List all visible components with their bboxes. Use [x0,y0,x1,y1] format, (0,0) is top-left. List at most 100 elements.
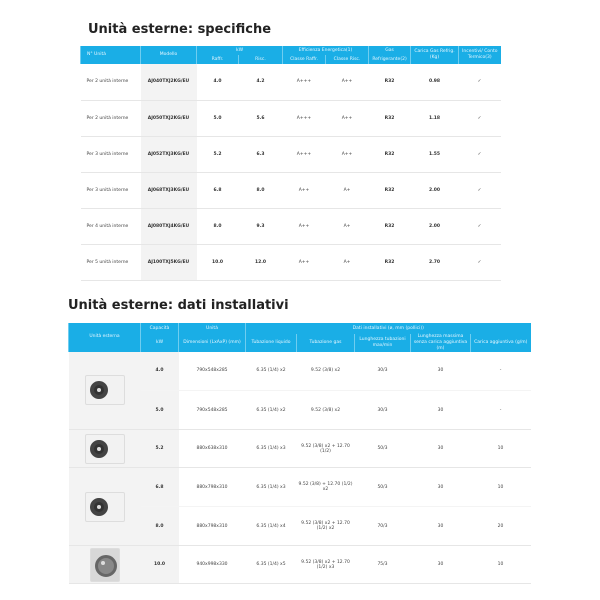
unit-image-cell [68,545,141,585]
incentive-check-cell: ✓ [458,136,501,173]
outdoor-unit-image [84,375,125,406]
gas-cell: R32 [368,172,411,209]
model-cell: AJ068TXJ3KG/EU [140,172,197,209]
heat-kw-cell: 4.2 [238,64,283,101]
unit-image-cell [68,467,141,547]
table-row: 10.0 940x998x330 6.35 (1/4) x5 9.52 (3/8) x… [68,545,531,585]
gas-line-cell: 9.52 (3/8) x2 [296,351,355,392]
model-cell: AJ080TXJ4KG/EU [140,208,197,245]
cool-kw-cell: 6.8 [196,172,239,209]
length-cell: 30/3 [354,351,411,392]
heat-class-cell: A++ [325,100,369,137]
gas-line-cell: 9.52 (3/8) x2 + 12.70 (1/2) x2 [296,506,355,547]
header-cool-class: Classe Raffr. [282,55,326,64]
units-cell: Per 4 unità interne [80,208,141,245]
extra-charge-cell: - [470,351,531,392]
cool-class-cell: A++ [282,208,326,245]
maxlen-cell: 30 [410,506,471,547]
maxlen-cell: 30 [410,429,471,469]
header-kw: kW [196,46,283,55]
cool-class-cell: A+++ [282,64,326,101]
gas-line-cell: 9.52 (3/8) x2 + 12.70 (1/2) x3 [296,545,355,585]
model-cell: AJ050TXJ2KG/EU [140,100,197,137]
capacity-cell: 6.8 [140,467,179,508]
length-cell: 30/3 [354,390,411,431]
extra-charge-cell: 10 [470,429,531,469]
header-liquid: Tubazione liquido [245,334,297,352]
incentive-check-cell: ✓ [458,64,501,101]
heat-class-cell: A++ [325,64,369,101]
heat-class-cell: A++ [325,136,369,173]
gas-line-cell: 9.52 (3/8) x2 [296,390,355,431]
install-table: Unità esterna Capacità Unità Dati instal… [68,323,531,585]
units-cell: Per 2 unità interne [80,100,141,137]
maxlen-cell: 30 [410,390,471,431]
cool-kw-cell: 5.2 [196,136,239,173]
gas-line-cell: 9.52 (3/8) x2 + 12.70 (1/2) [296,429,355,469]
heat-class-cell: A+ [325,244,369,281]
charge-cell: 1.55 [410,136,459,173]
charge-cell: 2.70 [410,244,459,281]
units-cell: Per 5 unità interne [80,244,141,281]
incentive-check-cell: ✓ [458,244,501,281]
header-heat: Risc. [238,55,283,64]
incentive-check-cell: ✓ [458,208,501,245]
header-unita: Unità [178,323,246,334]
model-cell: AJ040TXJ2KG/EU [140,64,197,101]
header-gasline: Tubazione gas [296,334,355,352]
header-unit: Unità esterna [68,323,141,352]
gas-line-cell: 9.52 (3/8) + 12.70 (1/2) x2 [296,467,355,508]
table-row: Per 4 unità interne AJ080TXJ4KG/EU 8.0 9.3 A… [80,208,501,245]
incentive-check-cell: ✓ [458,172,501,209]
extra-charge-cell: 10 [470,545,531,585]
table-row: Per 5 unità interne AJ100TXJ5KG/EU 10.0 12.… [80,244,501,281]
header-capacity: Capacità [140,323,179,334]
header-kw: kW [140,334,179,352]
extra-charge-cell: 20 [470,506,531,547]
dims-cell: 790x548x285 [178,390,246,431]
cool-class-cell: A++ [282,172,326,209]
header-model: Modello [140,46,197,64]
header-dims: Dimensioni (LxAxP) (mm) [178,334,246,352]
heat-kw-cell: 9.3 [238,208,283,245]
header-efficiency: Efficienza Energetica(1) [281,46,369,55]
header-cool: Raffr. [196,55,239,64]
header-units: N° Unità [80,46,141,64]
gas-cell: R32 [368,136,411,173]
table-row: Per 3 unità interne AJ052TXJ3KG/EU 5.2 6.3 A… [80,136,501,173]
liquid-cell: 6.35 (1/4) x2 [245,351,297,392]
cool-kw-cell: 10.0 [196,244,239,281]
maxlen-cell: 30 [410,351,471,392]
units-cell: Per 2 unità interne [80,64,141,101]
length-cell: 75/3 [354,545,411,585]
cool-class-cell: A++ [282,244,326,281]
cool-kw-cell: 5.0 [196,100,239,137]
table-row: Per 2 unità interne AJ040TXJ2KG/EU 4.0 4.2 A… [80,64,501,101]
table-row: 4.0 790x548x285 6.35 (1/4) x2 9.52 (3/8) x2… [68,351,531,431]
incentive-check-cell: ✓ [458,100,501,137]
units-cell: Per 3 unità interne [80,172,141,209]
heat-class-cell: A+ [325,172,369,209]
table-row: 5.2 880x638x310 6.35 (1/4) x3 9.52 (3/8) x2… [68,429,531,469]
dims-cell: 790x548x285 [178,351,246,392]
capacity-cell: 8.0 [140,506,179,547]
spec-table: N° Unità Modello kW Efficienza Energetic… [80,46,501,281]
outdoor-unit-image [84,433,125,464]
dims-cell: 880x798x310 [178,506,246,547]
length-cell: 50/3 [354,467,411,508]
liquid-cell: 6.35 (1/4) x5 [245,545,297,585]
heat-kw-cell: 8.0 [238,172,283,209]
length-cell: 70/3 [354,506,411,547]
fan-icon [89,381,108,400]
liquid-cell: 6.35 (1/4) x4 [245,506,297,547]
table-row: Per 2 unità interne AJ050TXJ2KG/EU 5.0 5.6 A… [80,100,501,137]
charge-cell: 2.00 [410,172,459,209]
table-row: 8.0 880x798x310 6.35 (1/4) x4 9.52 (3/8) x2… [69,506,531,547]
maxlen-cell: 30 [410,467,471,508]
header-charge: Carica Gas Refrig. (Kg) [410,46,459,64]
capacity-cell: 5.2 [140,429,179,469]
liquid-cell: 6.35 (1/4) x3 [245,429,297,469]
fan-icon [89,497,108,516]
outdoor-unit-image [84,491,125,522]
liquid-cell: 6.35 (1/4) x3 [245,467,297,508]
